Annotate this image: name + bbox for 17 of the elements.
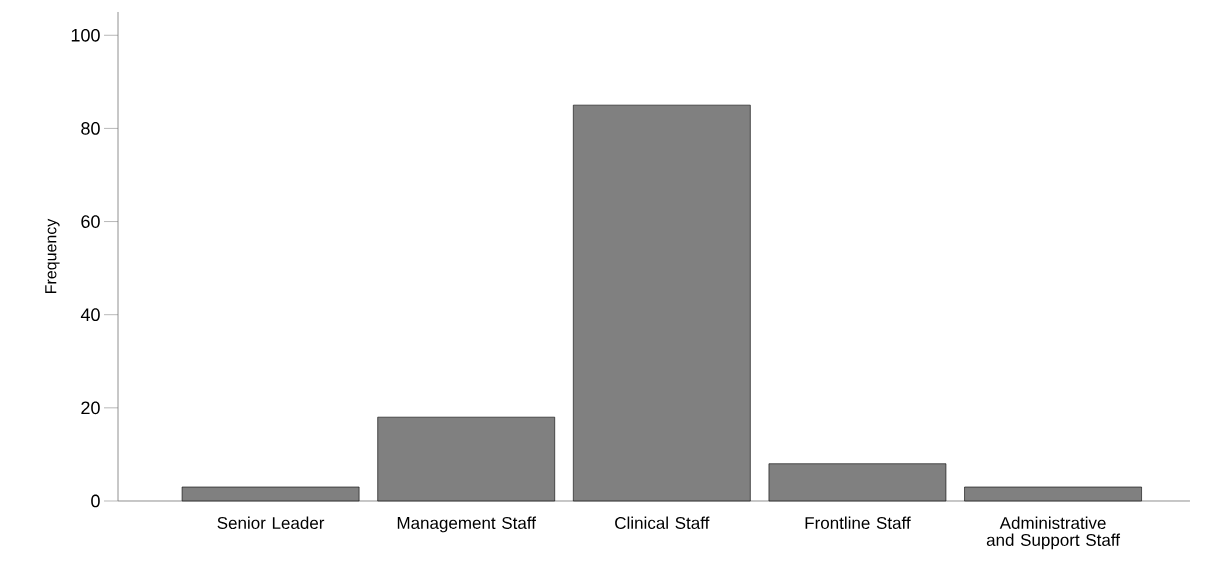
- x-tick-label: Management Staff: [397, 516, 537, 533]
- y-tick-label: 0: [91, 494, 100, 508]
- bar: [964, 486, 1142, 502]
- y-tick-label: 80: [81, 122, 100, 135]
- bar: [377, 416, 556, 502]
- x-tick-label: Frontline Staff: [805, 516, 911, 530]
- bar: [573, 104, 751, 502]
- y-tick-label: 20: [81, 401, 100, 415]
- x-tick-label: Clinical Staff: [615, 516, 710, 530]
- y-tick-label: 100: [71, 28, 100, 42]
- y-tick-label: 40: [80, 308, 100, 322]
- x-tick-label: Administrative and Support Staff: [986, 516, 1121, 550]
- bar: [181, 486, 360, 502]
- x-tick-label: Senior Leader: [217, 516, 325, 530]
- bar: [768, 463, 947, 502]
- y-tick-label: 60: [81, 215, 100, 228]
- y-axis-title: Frequency: [45, 218, 60, 293]
